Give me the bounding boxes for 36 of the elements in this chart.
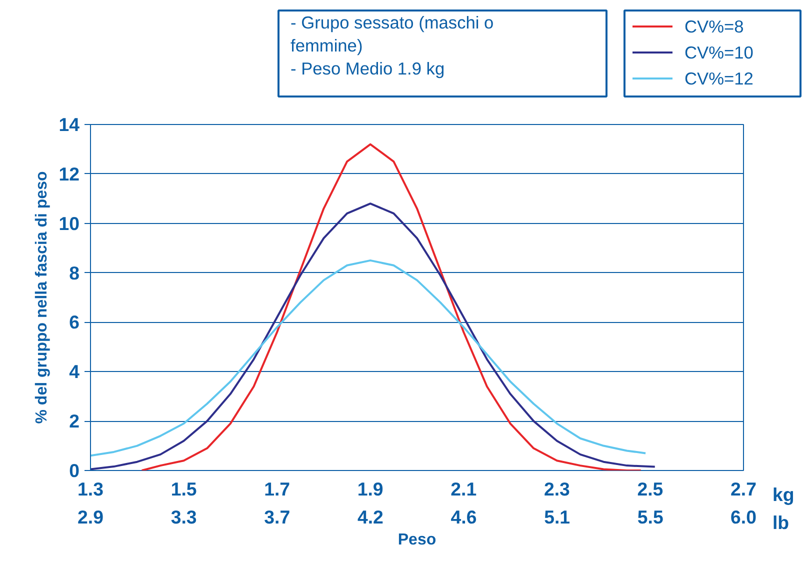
legend-label: CV%=12 <box>684 68 754 88</box>
x2-tick-label: 4.6 <box>450 506 477 528</box>
x-tick-label: 2.7 <box>730 478 756 500</box>
x-tick-label: 2.3 <box>544 478 570 500</box>
x2-tick-label: 2.9 <box>78 506 104 528</box>
y-tick-label: 12 <box>58 163 80 184</box>
line-series <box>90 202 656 470</box>
y-axis-title: % del gruppo nella fascia di peso <box>34 171 51 424</box>
legend-label: CV%=10 <box>684 42 754 62</box>
x-tick-label: 1.5 <box>170 478 197 500</box>
x2-tick-label: 5.5 <box>637 506 664 528</box>
y-tick-label: 6 <box>69 312 80 333</box>
y-tick-label: 2 <box>69 410 80 432</box>
y-tick-label: 14 <box>58 114 80 135</box>
x2-tick-label: 6.0 <box>730 506 756 528</box>
line-series <box>140 143 642 470</box>
x-tick-label: 2.1 <box>450 478 477 500</box>
x2-tick-label: 3.7 <box>264 506 290 528</box>
x-tick-label: 1.9 <box>357 478 384 500</box>
x2-tick-label: 4.2 <box>357 506 384 528</box>
text: - Peso Medio 1.9 kg <box>290 58 445 78</box>
y-tick-label: 4 <box>69 361 80 382</box>
x-tick-label: 1.7 <box>264 478 290 500</box>
y-tick-label: 0 <box>69 460 80 481</box>
x-tick-label: 2.5 <box>637 478 664 500</box>
text: - Grupo sessato (maschi o femmine) <box>290 12 494 56</box>
y-tick-label: 8 <box>69 262 80 284</box>
line-series <box>90 259 647 457</box>
y-tick-label: 10 <box>58 212 80 234</box>
text: kg <box>772 484 794 505</box>
x-axis-title: Peso <box>398 532 436 548</box>
x2-tick-label: 3.3 <box>170 506 197 528</box>
legend-label: CV%=8 <box>684 16 744 36</box>
text: lb <box>772 512 790 533</box>
x-tick-label: 1.3 <box>78 478 104 500</box>
x2-tick-label: 5.1 <box>544 506 570 528</box>
